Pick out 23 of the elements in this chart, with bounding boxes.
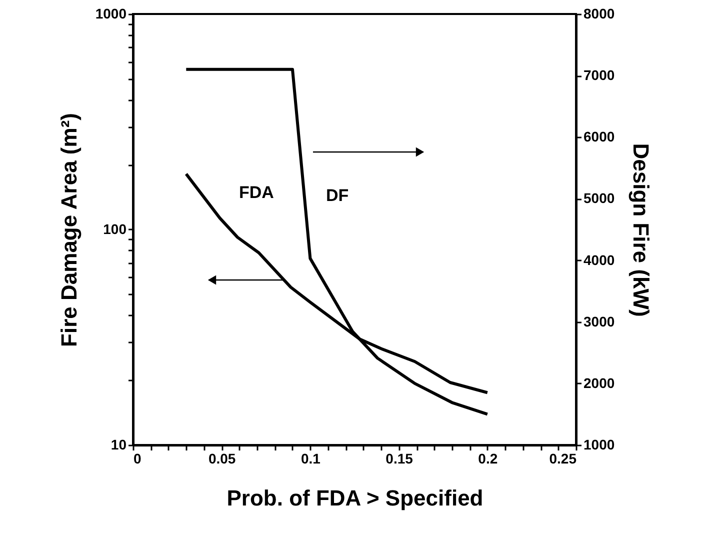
y2-axis-title: Design Fire (kW) bbox=[628, 143, 654, 317]
line-series bbox=[184, 68, 489, 416]
y-tick-label: 1000 bbox=[95, 6, 127, 22]
x-tick-label: 0.15 bbox=[386, 450, 414, 466]
y2-tick-label: 5000 bbox=[584, 190, 615, 206]
x-tick-label: 0.05 bbox=[208, 450, 236, 466]
y-tick-label: 10 bbox=[110, 436, 127, 452]
y2-tick-label: 1000 bbox=[584, 436, 615, 452]
x-axis-title: Prob. of FDA > Specified bbox=[226, 486, 484, 510]
annotation: DF bbox=[326, 186, 349, 205]
y-tick-label: 100 bbox=[103, 221, 127, 237]
y2-tick-label: 2000 bbox=[584, 374, 615, 391]
y2-tick-label: 7000 bbox=[584, 67, 615, 84]
x-tick-label: 0.2 bbox=[478, 450, 498, 466]
y2-tick-label: 3000 bbox=[584, 313, 615, 330]
y2-tick-label: 6000 bbox=[584, 128, 615, 145]
y2-tick-label: 4000 bbox=[584, 252, 615, 268]
x-tick-label: 0.1 bbox=[300, 450, 321, 466]
annotation: FDA bbox=[239, 183, 274, 202]
y2-tick-label: 8000 bbox=[584, 6, 615, 22]
y-axis-title: Fire Damage Area (m²) bbox=[56, 113, 82, 347]
x-tick-label: 0 bbox=[134, 450, 142, 466]
x-tick-label: 0.25 bbox=[549, 450, 577, 466]
